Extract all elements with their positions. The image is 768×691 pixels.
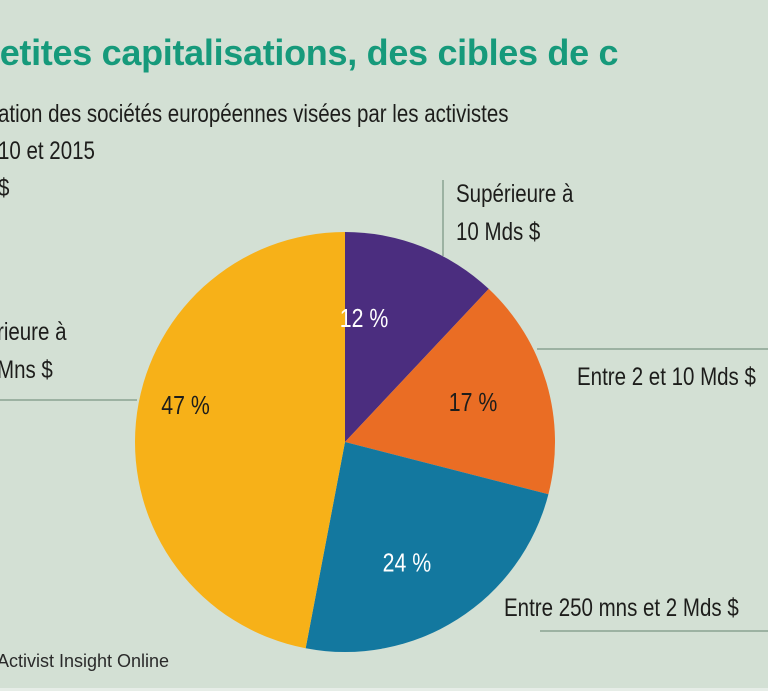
chart-title: petites capitalisations, des cibles de c bbox=[0, 32, 619, 73]
label-large-cap-line-2: 10 Mds $ bbox=[456, 218, 541, 246]
label-mid-cap-line-1: Entre 2 et 10 Mds $ bbox=[577, 363, 756, 391]
label-small-cap: Entre 250 mns et 2 Mds $ bbox=[504, 589, 739, 627]
subtitle-line-3: $ bbox=[0, 170, 509, 207]
source-credit: Activist Insight Online bbox=[0, 651, 170, 671]
label-micro-cap: rieure à Mns $ bbox=[0, 313, 67, 389]
chart-subtitle: ation des sociétés européennes visées pa… bbox=[0, 96, 509, 207]
label-large-cap: Supérieure à 10 Mds $ bbox=[456, 175, 573, 251]
bottom-strip bbox=[0, 688, 768, 691]
label-mid-cap: Entre 2 et 10 Mds $ bbox=[577, 358, 756, 396]
pie-slice-labels: 12 % 17 % 24 % 47 % bbox=[161, 304, 497, 578]
pie-slice-label-4: 47 % bbox=[161, 391, 210, 421]
pie-slice-label-3: 24 % bbox=[383, 549, 432, 579]
pie-slice-label-1: 12 % bbox=[340, 304, 389, 334]
pie-slice-3 bbox=[305, 442, 549, 652]
label-micro-cap-line-2: Mns $ bbox=[0, 356, 53, 384]
subtitle-line-2: 10 et 2015 bbox=[0, 137, 95, 165]
pie-slice-label-2: 17 % bbox=[449, 388, 498, 418]
label-large-cap-line-1: Supérieure à bbox=[456, 180, 574, 208]
subtitle-line-1: ation des sociétés européennes visées pa… bbox=[0, 100, 509, 128]
label-small-cap-line-1: Entre 250 mns et 2 Mds $ bbox=[504, 594, 739, 622]
pie-slice-1 bbox=[345, 232, 489, 442]
label-micro-cap-line-1: rieure à bbox=[0, 318, 67, 346]
pie-slice-2 bbox=[345, 288, 555, 495]
leader-lines bbox=[0, 180, 768, 632]
pie-slice-4 bbox=[134, 232, 345, 649]
pie-slices bbox=[134, 232, 555, 652]
